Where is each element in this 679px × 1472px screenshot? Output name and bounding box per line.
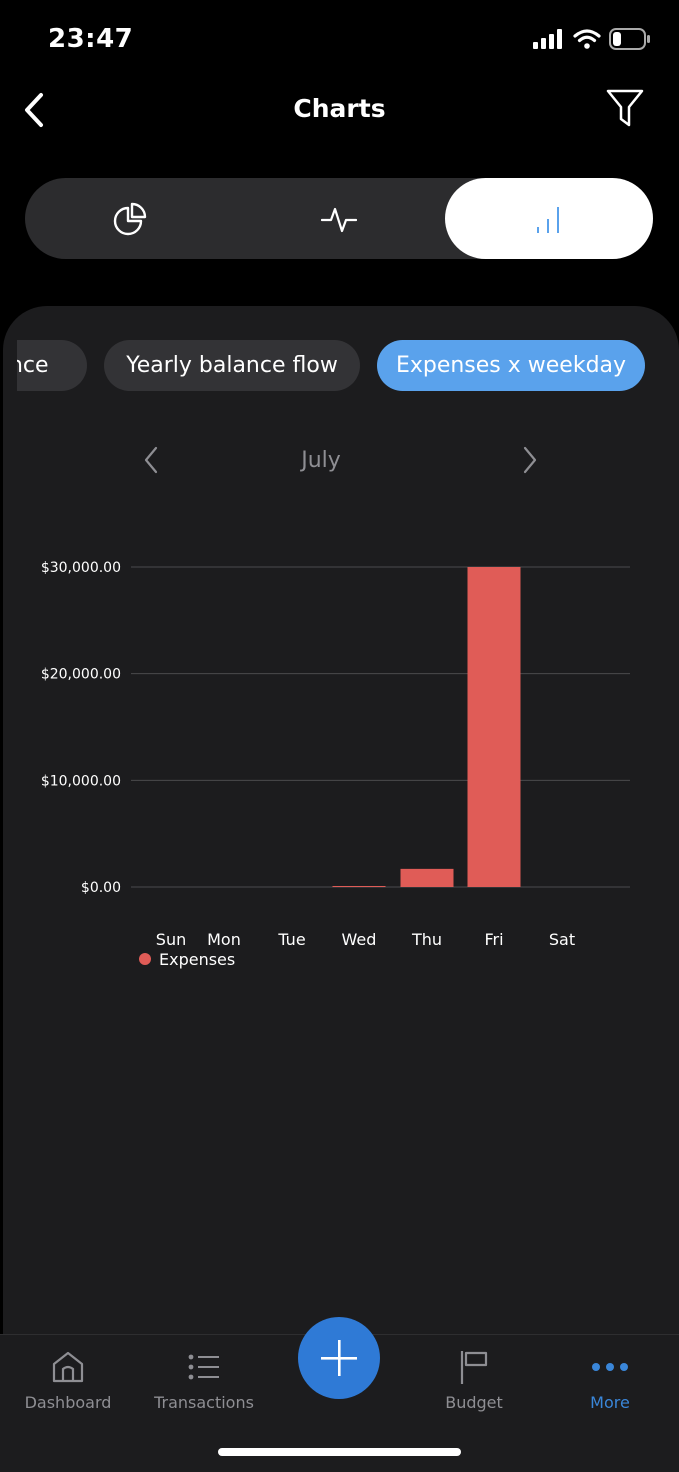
y-tick-label: $30,000.00 [41,560,121,576]
more-dots-icon [592,1363,628,1371]
segment-bar-chart[interactable] [445,178,653,259]
signal-icon [533,29,562,49]
chevron-right-icon [523,446,537,474]
y-tick-label: $0.00 [81,880,121,896]
tab-label: Budget [445,1393,503,1412]
page-title: Charts [293,94,386,123]
home-indicator [218,1448,461,1456]
chip-balance[interactable]: ance [17,340,87,391]
add-transaction-button[interactable] [298,1317,380,1399]
segment-pie-chart[interactable] [25,178,234,259]
expenses-weekday-bar-chart: $30,000.00 $20,000.00 $10,000.00 $0.00 Sun Mo… [41,560,630,969]
tab-transactions[interactable]: Transactions [136,1335,272,1435]
y-tick-label: $20,000.00 [41,667,121,683]
chip-yearly-balance-flow[interactable]: Yearly balance flow [104,340,360,391]
legend-swatch [139,953,151,965]
bar-thu [400,868,454,887]
legend-label: Expenses [159,950,235,969]
battery-icon [609,28,650,50]
tab-bar: Dashboard Transactions Budget [0,1317,679,1472]
chart-type-segmented-control [25,178,653,259]
tab-budget[interactable]: Budget [406,1335,542,1435]
x-tick-label: Tue [277,930,305,949]
previous-month-button[interactable] [136,442,166,478]
pie-chart-icon [113,202,146,235]
y-tick-label: $10,000.00 [41,773,121,789]
back-button[interactable] [14,86,54,134]
x-tick-label: Fri [484,930,503,949]
next-month-button[interactable] [515,442,545,478]
pulse-line-icon [321,207,357,232]
plus-icon [321,1340,357,1376]
x-tick-label: Sun [156,930,186,949]
tab-label: Dashboard [24,1393,112,1412]
x-tick-label: Sat [549,930,575,949]
month-label: July [301,448,341,473]
flag-icon [460,1351,488,1384]
status-time: 23:47 [48,24,134,54]
list-icon [188,1354,219,1380]
wifi-icon [573,29,601,49]
chevron-left-icon [144,446,158,474]
month-navigator: July [3,436,679,486]
tab-label: More [590,1393,630,1412]
status-bar: 23:47 [0,0,679,80]
home-icon [52,1351,84,1383]
chip-expenses-x-weekday[interactable]: Expenses x weekday [377,340,645,391]
filter-funnel-icon [606,89,644,127]
x-tick-label: Mon [207,930,241,949]
tab-more[interactable]: More [542,1335,678,1435]
tab-dashboard[interactable]: Dashboard [0,1335,136,1435]
chart-selector-chips: ance Yearly balance flow Expenses x week… [17,340,679,394]
bar-fri [467,567,521,887]
filter-button[interactable] [603,86,647,130]
chevron-left-icon [25,93,43,127]
chart-card: ance Yearly balance flow Expenses x week… [3,306,679,1334]
segment-line-chart[interactable] [234,178,444,259]
x-tick-label: Wed [342,930,377,949]
navigation-bar: Charts [0,80,679,140]
status-icons [533,28,651,50]
x-tick-label: Thu [411,930,442,949]
bar-wed [332,886,386,887]
tab-label: Transactions [154,1393,254,1412]
bar-chart-icon [537,206,559,233]
